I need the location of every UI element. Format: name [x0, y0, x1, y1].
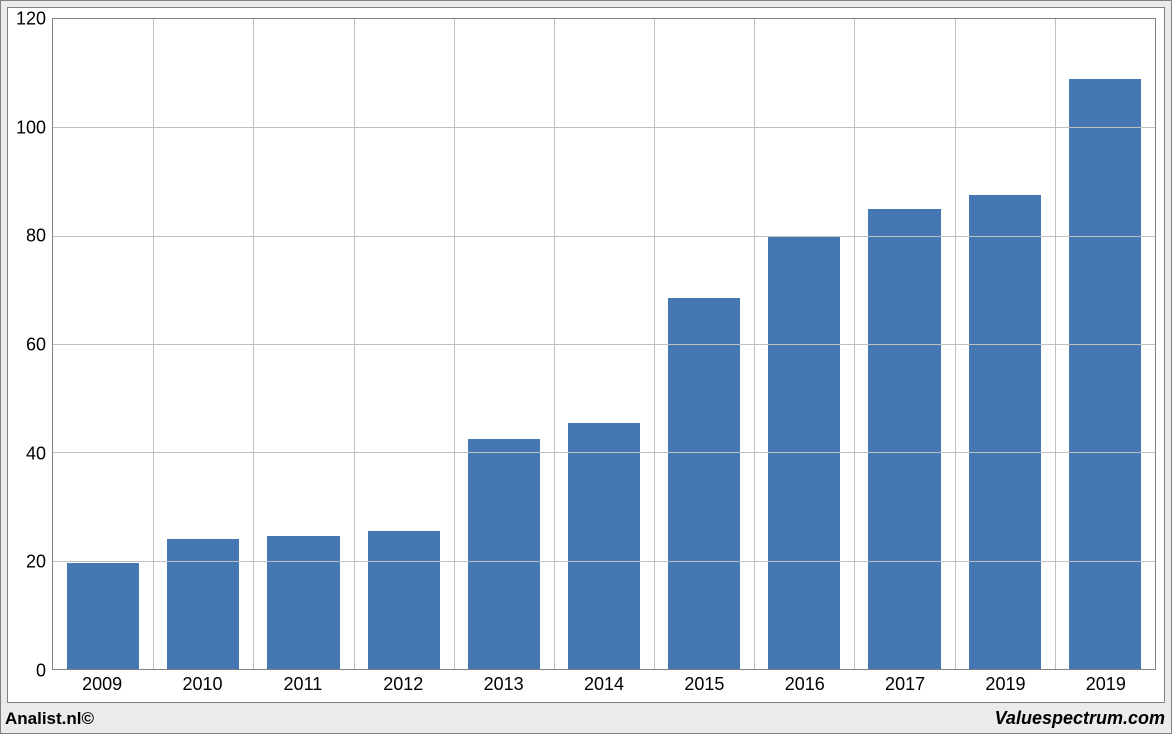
- bar: [868, 209, 940, 669]
- x-tick-label: 2011: [284, 674, 323, 695]
- x-tick-label: 2019: [1086, 674, 1126, 695]
- y-axis: 020406080100120: [8, 8, 52, 670]
- bar: [969, 195, 1041, 669]
- plot-wrapper: 0 20 40 60 80 100 120 2009 2010 2011 2012 2013 2014…: [7, 7, 1165, 703]
- gridline-h: [53, 344, 1155, 345]
- gridline-v: [1055, 19, 1056, 669]
- bar: [1069, 79, 1141, 669]
- x-tick-label: 2019: [985, 674, 1025, 695]
- x-tick-label: 2013: [484, 674, 524, 695]
- footer-right-credit: Valuespectrum.com: [995, 708, 1165, 729]
- gridline-v: [153, 19, 154, 669]
- footer-left-credit: Analist.nl©: [5, 709, 94, 729]
- bar: [368, 531, 440, 669]
- x-tick-label: 2010: [183, 674, 223, 695]
- bar: [67, 563, 139, 669]
- x-tick-label: 2014: [584, 674, 624, 695]
- gridline-h: [53, 127, 1155, 128]
- gridline-v: [354, 19, 355, 669]
- gridline-v: [253, 19, 254, 669]
- x-tick-label: 2012: [383, 674, 423, 695]
- y-tick-label: 100: [16, 117, 46, 138]
- x-tick-label: 2009: [82, 674, 122, 695]
- gridline-h: [53, 561, 1155, 562]
- y-tick-label: 40: [26, 443, 46, 464]
- bar: [468, 439, 540, 669]
- bar: [267, 536, 339, 669]
- gridline-v: [554, 19, 555, 669]
- gridline-v: [955, 19, 956, 669]
- gridline-h: [53, 452, 1155, 453]
- bar: [167, 539, 239, 669]
- y-tick-label: 120: [16, 9, 46, 30]
- x-tick-label: 2016: [785, 674, 825, 695]
- y-tick-label: 60: [26, 335, 46, 356]
- gridline-v: [754, 19, 755, 669]
- gridline-v: [454, 19, 455, 669]
- gridline-h: [53, 236, 1155, 237]
- plot-area: [52, 18, 1156, 670]
- gridline-v: [854, 19, 855, 669]
- x-tick-label: 2015: [684, 674, 724, 695]
- bar: [568, 423, 640, 669]
- y-tick-label: 80: [26, 226, 46, 247]
- gridline-v: [654, 19, 655, 669]
- bar: [668, 298, 740, 669]
- y-tick-label: 20: [26, 552, 46, 573]
- x-tick-label: 2017: [885, 674, 925, 695]
- chart-outer-frame: 0 20 40 60 80 100 120 2009 2010 2011 2012 2013 2014…: [0, 0, 1172, 734]
- y-tick-label: 0: [36, 661, 46, 682]
- x-axis: 2009 2010 2011 2012 2013 2014 2015 2016 2017 2019…: [52, 670, 1156, 702]
